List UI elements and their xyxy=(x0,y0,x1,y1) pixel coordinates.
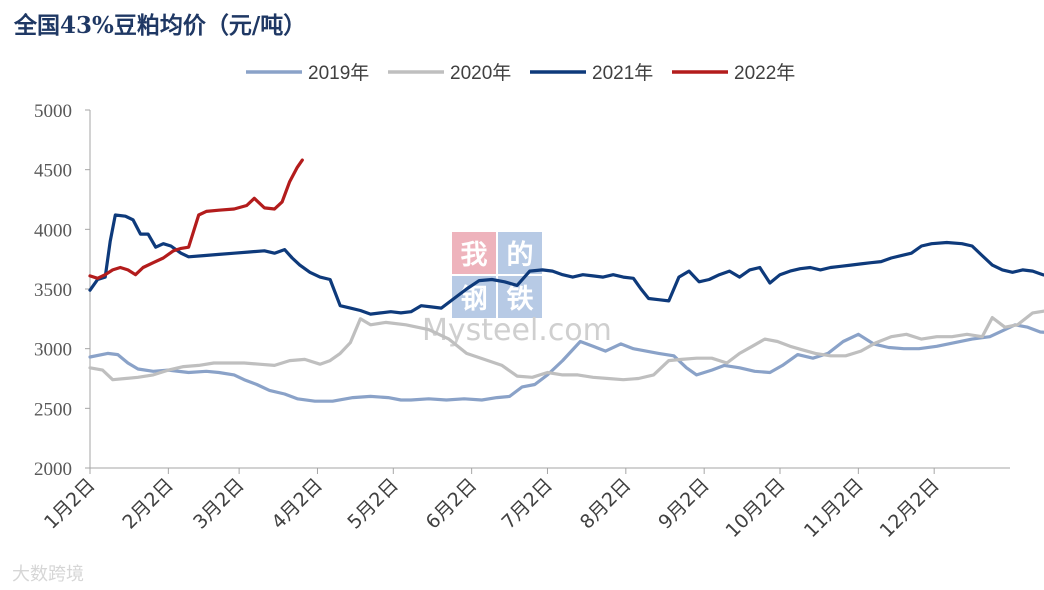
corner-watermark: 大数跨境 xyxy=(12,564,84,585)
x-tick-label: 10月2日 xyxy=(721,474,789,542)
x-tick-label: 4月2日 xyxy=(267,474,327,534)
legend-label: 2022年 xyxy=(734,62,795,84)
y-tick-label: 2500 xyxy=(34,399,72,420)
watermark-char: 我 xyxy=(461,240,488,271)
y-tick-label: 3500 xyxy=(34,280,72,301)
x-tick-label: 2月2日 xyxy=(118,474,178,534)
x-tick-label: 7月2日 xyxy=(497,474,557,534)
legend-label: 2021年 xyxy=(592,62,653,84)
legend-label: 2020年 xyxy=(450,62,511,84)
x-tick-label: 6月2日 xyxy=(422,474,482,534)
x-tick-label: 1月2日 xyxy=(40,474,100,534)
watermark-char: 铁 xyxy=(507,284,534,315)
legend: 2019年 2020年 2021年 2022年 xyxy=(246,62,795,84)
series-lines xyxy=(88,158,1044,403)
mysteel-watermark: 我的钢 铁Mysteel.com xyxy=(422,232,612,348)
legend-label: 2019年 xyxy=(308,62,369,84)
watermark-char: 的 xyxy=(507,239,534,271)
series-line-2022年 xyxy=(88,158,304,280)
x-tick-label: 8月2日 xyxy=(576,474,636,534)
x-tick-label: 9月2日 xyxy=(654,474,714,534)
series-line-2020年 xyxy=(88,309,1044,382)
y-tick-label: 3000 xyxy=(34,340,72,361)
series-line-2019年 xyxy=(88,323,1044,403)
watermark-box xyxy=(452,232,496,274)
watermark-box xyxy=(498,232,542,274)
y-tick-label: 5000 xyxy=(34,101,72,122)
series-line-2021年 xyxy=(88,213,1044,316)
chart-title: 全国43%豆粕均价（元/吨） xyxy=(14,12,307,39)
x-tick-label: 5月2日 xyxy=(343,474,403,534)
y-tick-label: 4000 xyxy=(34,220,72,241)
y-tick-label: 4500 xyxy=(34,161,72,182)
x-axis: 1月2日 2月2日 3月2日 4月2日 5月2日 6月2日 7月2日 8月2日 9月2日 10月2… xyxy=(40,467,1010,542)
y-axis: 2000 2500 3000 3500 4000 4500 5000 xyxy=(34,101,91,480)
x-tick-label: 11月2日 xyxy=(800,474,868,542)
x-tick-label: 12月2日 xyxy=(876,474,944,542)
x-tick-label: 3月2日 xyxy=(189,474,249,534)
y-tick-label: 2000 xyxy=(34,459,72,480)
